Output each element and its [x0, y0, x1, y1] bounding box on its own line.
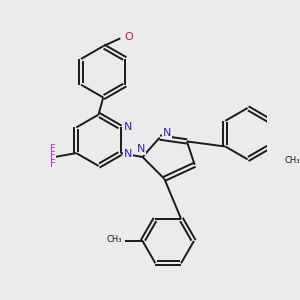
Text: CH₃: CH₃ — [285, 156, 300, 165]
Text: F: F — [50, 144, 56, 154]
Text: N: N — [163, 128, 171, 138]
Text: N: N — [124, 149, 132, 159]
Text: F: F — [50, 151, 56, 161]
Text: N: N — [137, 144, 145, 154]
Text: N: N — [124, 122, 132, 132]
Text: O: O — [124, 32, 133, 42]
Text: F: F — [50, 159, 56, 169]
Text: CH₃: CH₃ — [107, 235, 122, 244]
